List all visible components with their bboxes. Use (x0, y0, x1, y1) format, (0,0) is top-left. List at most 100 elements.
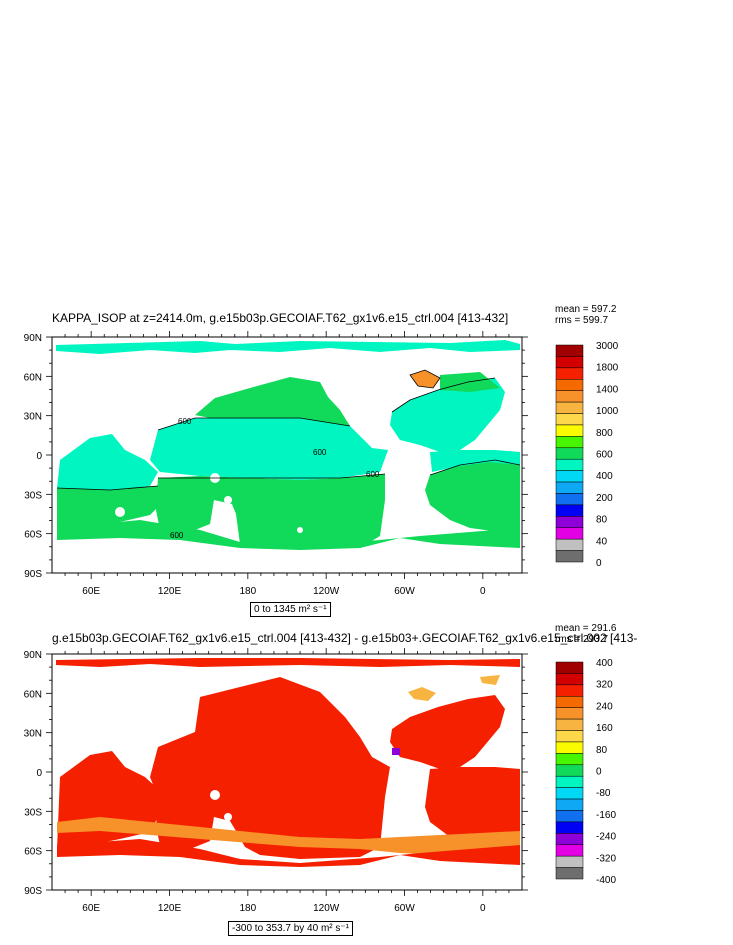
colorbar-swatch (555, 424, 584, 437)
colorbar-swatch (555, 481, 584, 494)
stats-block: mean = 291.6 rms = 293.7 (555, 623, 616, 645)
colorbar-swatch (555, 833, 584, 845)
y-axis-labels: 90N 60N 30N 0 30S 60S 90S (24, 333, 43, 580)
colorbar-label: 40 (596, 536, 608, 547)
x-tick-label: 60E (82, 586, 100, 597)
colorbar-label: 80 (596, 745, 608, 756)
colorbar-swatch (555, 367, 584, 380)
x-tick-label: 60E (82, 903, 100, 914)
map-plot: 90N 60N 30N 0 30S 60S 90S 60E 120E 180 120W 60W 0 4… (24, 648, 616, 914)
x-axis-labels: 60E 120E 180 120W 60W 0 (82, 586, 486, 597)
y-tick-label: 0 (36, 451, 42, 462)
colorbar-label: 600 (596, 450, 613, 461)
y-tick-label: 30S (24, 807, 42, 818)
contour-label: 600 (170, 531, 184, 540)
y-tick-label: 60S (24, 530, 42, 541)
colorbar-label: -80 (596, 788, 611, 799)
colorbar-swatch (555, 458, 584, 471)
contour-lines (56, 377, 521, 491)
colorbar-label: 200 (596, 493, 613, 504)
y-tick-label: 90S (24, 886, 42, 897)
range-label: 0 to 1345 m² s⁻¹ (250, 602, 331, 617)
chart-title: KAPPA_ISOP at z=2414.0m, g.e15b03p.GECOI… (52, 311, 509, 325)
colorbar-swatch (555, 696, 584, 708)
colorbar-label: -400 (596, 875, 616, 886)
y-tick-label: 30S (24, 490, 42, 501)
stats-block: mean = 597.2 rms = 599.7 (555, 304, 616, 326)
colorbar-swatch (555, 684, 584, 697)
colorbar-label: 80 (596, 515, 608, 526)
colorbar-label: -240 (596, 832, 616, 843)
contour-label: 600 (178, 417, 192, 426)
map-panel-isop: KAPPA_ISOP at z=2414.0m, g.e15b03p.GECOI… (0, 300, 733, 620)
y-tick-label: 60N (24, 372, 42, 383)
chart-title: g.e15b03p.GECOIAF.T62_gx1v6.e15_ctrl.004… (52, 631, 638, 645)
y-tick-label: 90N (24, 333, 42, 344)
rms-stat: rms = 293.7 (555, 634, 609, 645)
colorbar-swatch (555, 538, 584, 551)
colorbar-label: 160 (596, 723, 613, 734)
mean-stat: mean = 291.6 (555, 623, 617, 634)
y-tick-label: 90N (24, 650, 42, 661)
colorbar-swatch (555, 436, 584, 449)
colorbar-label: 1000 (596, 406, 619, 417)
range-label: -300 to 353.7 by 40 m² s⁻¹ (228, 921, 354, 936)
y-tick-label: 0 (36, 768, 42, 779)
colorbar-label: 400 (596, 658, 613, 669)
map-panel-difference: g.e15b03p.GECOIAF.T62_gx1v6.e15_ctrl.004… (0, 617, 733, 937)
y-tick-label: 30N (24, 729, 42, 740)
x-tick-label: 180 (239, 903, 256, 914)
colorbar-swatch (555, 787, 584, 800)
colorbar-label: 400 (596, 471, 613, 482)
y-tick-label: 90S (24, 569, 42, 580)
colorbar-label: 1800 (596, 363, 619, 374)
x-tick-label: 120E (158, 586, 182, 597)
colorbar-label: 3000 (596, 341, 619, 352)
axis-ticks (46, 648, 528, 896)
colorbar-swatch (555, 867, 584, 880)
colorbar-swatch (555, 798, 584, 811)
x-tick-label: 120W (313, 903, 340, 914)
colorbar-swatch (555, 493, 584, 506)
colorbar-swatch (555, 673, 584, 686)
rms-stat: rms = 599.7 (555, 315, 609, 326)
colorbar-swatch (555, 753, 584, 766)
colorbar-swatch (555, 390, 584, 403)
colorbar-swatch (555, 741, 584, 754)
colorbar-swatch (555, 775, 584, 788)
colorbar-swatch (555, 661, 584, 674)
colorbar-swatch (555, 344, 584, 357)
colorbar-label: 800 (596, 428, 613, 439)
colorbar-swatch (555, 855, 584, 868)
colorbar-swatch (555, 504, 584, 517)
y-tick-label: 30N (24, 412, 42, 423)
x-axis-labels: 60E 120E 180 120W 60W 0 (82, 903, 486, 914)
colorbar-swatch (555, 730, 584, 743)
colorbar-swatch (555, 821, 584, 834)
contour-label: 600 (366, 470, 380, 479)
colorbar-swatch (555, 401, 584, 414)
x-tick-label: 0 (480, 903, 486, 914)
colorbar-label: 0 (596, 767, 602, 778)
x-tick-label: 0 (480, 586, 486, 597)
colorbar-label: 320 (596, 680, 613, 691)
colorbar-label: -160 (596, 810, 616, 821)
colorbar-swatch (555, 413, 584, 426)
colorbar-label: 240 (596, 701, 613, 712)
colorbar-swatch (555, 844, 584, 857)
x-tick-label: 120E (158, 903, 182, 914)
colorbar-label: -320 (596, 853, 616, 864)
colorbar-label: 0 (596, 558, 602, 569)
x-tick-label: 180 (239, 586, 256, 597)
colorbar-swatch (555, 447, 584, 460)
x-tick-label: 60W (394, 586, 415, 597)
colorbar-swatch (555, 764, 584, 777)
ocean-field (56, 340, 520, 550)
colorbar-swatch (555, 810, 584, 823)
y-tick-label: 60N (24, 689, 42, 700)
colorbar-swatch (555, 707, 584, 720)
colorbar: 400 320 240 160 80 0 -80 -160 -240 -320 -400 (555, 658, 616, 886)
colorbar-swatch (555, 356, 584, 369)
colorbar-swatch (555, 516, 584, 528)
